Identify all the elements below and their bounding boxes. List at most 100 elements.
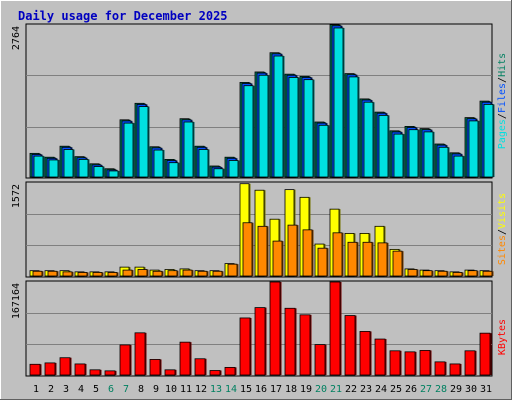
bar-pages-3 xyxy=(63,149,74,178)
bar-pages-9 xyxy=(153,149,164,178)
bar-pages-19 xyxy=(303,79,314,178)
bar-kbytes-20 xyxy=(314,344,326,376)
x-tick-label-14: 14 xyxy=(225,384,237,395)
x-tick-label-21: 21 xyxy=(330,384,342,395)
bar-pages-23 xyxy=(363,101,374,178)
x-tick-label-18: 18 xyxy=(285,384,297,395)
x-tick-label-7: 7 xyxy=(123,384,129,395)
bar-kbytes-12 xyxy=(194,358,206,376)
bar-pages-7 xyxy=(123,122,134,178)
x-tick-label-20: 20 xyxy=(315,384,327,395)
bar-pages-4 xyxy=(78,159,89,178)
bar-pages-30 xyxy=(468,120,479,178)
bar-sites-21 xyxy=(332,232,343,277)
bar-sites-2 xyxy=(47,270,58,277)
bar-pages-2 xyxy=(48,159,59,178)
bar-sites-17 xyxy=(272,240,283,277)
bar-sites-22 xyxy=(347,241,358,277)
bar-kbytes-23 xyxy=(359,331,371,376)
bar-kbytes-7 xyxy=(119,344,131,376)
bar-sites-15 xyxy=(242,222,253,277)
x-tick-label-30: 30 xyxy=(465,384,477,395)
bar-sites-20 xyxy=(317,247,328,277)
bar-pages-26 xyxy=(408,129,419,178)
bar-sites-30 xyxy=(467,270,478,277)
bar-kbytes-1 xyxy=(29,363,41,376)
x-tick-label-12: 12 xyxy=(195,384,207,395)
bar-kbytes-14 xyxy=(224,366,236,376)
bar-sites-19 xyxy=(302,229,313,277)
bar-pages-11 xyxy=(183,121,194,178)
x-tick-label-24: 24 xyxy=(375,384,387,395)
bar-sites-9 xyxy=(152,270,163,277)
chart-title: Daily usage for December 2025 xyxy=(18,9,228,23)
bar-pages-18 xyxy=(288,77,299,178)
panel-1: 2764 Pages/Files/Hits xyxy=(11,23,508,179)
x-tick-label-31: 31 xyxy=(480,384,492,395)
bar-pages-16 xyxy=(258,74,269,178)
bar-pages-14 xyxy=(228,160,239,178)
x-tick-label-17: 17 xyxy=(270,384,282,395)
bar-kbytes-24 xyxy=(374,338,386,376)
legend-item: / xyxy=(497,229,508,235)
bar-kbytes-31 xyxy=(479,332,491,376)
bar-kbytes-18 xyxy=(284,307,296,376)
bar-sites-8 xyxy=(137,269,148,277)
legend-item: KBytes xyxy=(497,319,508,355)
bar-sites-28 xyxy=(437,270,448,277)
bar-kbytes-4 xyxy=(74,363,86,376)
x-tick-label-22: 22 xyxy=(345,384,357,395)
bar-pages-22 xyxy=(348,76,359,178)
y-max-label: 167164 xyxy=(11,283,22,319)
y-max-label: 2764 xyxy=(11,26,22,50)
legend: Sites/Visits xyxy=(497,193,508,265)
bar-pages-6 xyxy=(108,170,119,178)
bar-sites-29 xyxy=(452,272,463,277)
legend-item: Files xyxy=(497,83,508,113)
bar-pages-28 xyxy=(438,146,449,178)
x-tick-label-6: 6 xyxy=(108,384,114,395)
bar-kbytes-6 xyxy=(104,370,116,376)
x-tick-label-28: 28 xyxy=(435,384,447,395)
x-tick-label-27: 27 xyxy=(420,384,432,395)
bar-kbytes-10 xyxy=(164,369,176,376)
bar-sites-1 xyxy=(32,270,43,277)
bar-kbytes-25 xyxy=(389,350,401,376)
bar-pages-29 xyxy=(453,155,464,178)
x-tick-label-19: 19 xyxy=(300,384,312,395)
bar-sites-25 xyxy=(392,250,403,277)
chart-panels: 2764 Pages/Files/Hits 1572 Sites/Visits 1671… xyxy=(11,23,508,377)
x-tick-label-5: 5 xyxy=(93,384,99,395)
bar-pages-8 xyxy=(138,106,149,178)
bar-pages-21 xyxy=(333,27,344,178)
bar-pages-1 xyxy=(33,155,44,178)
bar-kbytes-2 xyxy=(44,362,56,376)
bar-pages-17 xyxy=(273,55,284,178)
legend: Pages/Files/Hits xyxy=(497,53,508,149)
bar-sites-23 xyxy=(362,241,373,277)
bar-kbytes-22 xyxy=(344,315,356,376)
bar-sites-26 xyxy=(407,269,418,277)
bar-kbytes-21 xyxy=(329,281,341,376)
x-tick-label-26: 26 xyxy=(405,384,417,395)
y-max-label: 1572 xyxy=(11,184,22,208)
bar-pages-20 xyxy=(318,124,329,178)
bar-sites-10 xyxy=(167,270,178,277)
bar-pages-13 xyxy=(213,168,224,178)
bar-kbytes-8 xyxy=(134,332,146,376)
bar-sites-27 xyxy=(422,270,433,277)
bar-sites-7 xyxy=(122,269,133,277)
x-tick-label-2: 2 xyxy=(48,384,54,395)
bar-kbytes-17 xyxy=(269,281,281,376)
legend-item: Visits xyxy=(497,193,508,229)
bar-kbytes-16 xyxy=(254,307,266,376)
bar-pages-12 xyxy=(198,149,209,178)
x-tick-label-29: 29 xyxy=(450,384,462,395)
x-tick-label-1: 1 xyxy=(33,384,39,395)
panel-2: 1572 Sites/Visits xyxy=(11,181,508,278)
bar-kbytes-5 xyxy=(89,369,101,376)
bar-kbytes-15 xyxy=(239,317,251,376)
x-axis-labels: 1 2 3 4 5 6 7 8 9 10 11 12 13 14 15 16 17 18 19 20 21 22 23 24 2… xyxy=(33,384,492,395)
bar-sites-14 xyxy=(227,263,238,277)
